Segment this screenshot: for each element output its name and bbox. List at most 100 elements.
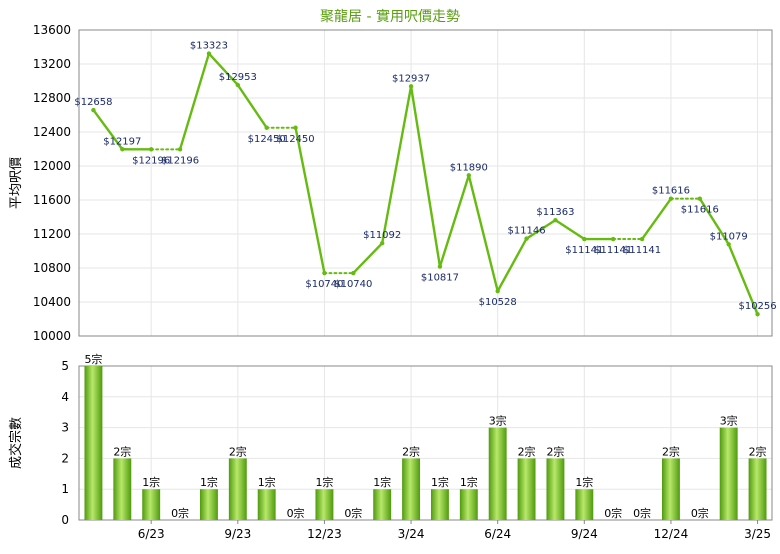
volume-bar (518, 458, 536, 520)
point-value-label: $12953 (219, 72, 257, 83)
line-point (322, 271, 326, 275)
y-tick-label: 10800 (33, 261, 71, 275)
bar-y-tick-label: 2 (61, 451, 69, 465)
bar-value-label: 1宗 (460, 475, 478, 489)
point-value-label: $11146 (507, 226, 545, 237)
volume-bar (489, 428, 507, 520)
line-point (438, 264, 442, 268)
y-tick-label: 10000 (33, 329, 71, 343)
y-tick-label: 11200 (33, 227, 71, 241)
x-tick-label: 3/25 (744, 527, 771, 541)
line-segment (411, 86, 440, 266)
point-value-label: $10740 (334, 279, 372, 290)
bar-value-label: 1宗 (258, 475, 276, 489)
volume-bar (460, 489, 478, 520)
point-value-label: $12450 (276, 134, 314, 145)
y-tick-label: 13200 (33, 57, 71, 71)
line-point (524, 236, 528, 240)
line-point (726, 242, 730, 246)
bar-value-label: 2宗 (518, 444, 536, 458)
bar-value-label: 1宗 (373, 475, 391, 489)
line-point (669, 196, 673, 200)
x-tick-label: 6/23 (138, 527, 165, 541)
bar-value-label: 1宗 (315, 475, 333, 489)
point-value-label: $11616 (652, 186, 690, 197)
x-tick-label: 6/24 (484, 527, 511, 541)
bar-value-label: 3宗 (720, 414, 738, 428)
line-point (207, 51, 211, 55)
line-point (178, 147, 182, 151)
line-segment (469, 175, 498, 291)
volume-bar (142, 489, 160, 520)
volume-bar (402, 458, 420, 520)
bar-value-label: 1宗 (142, 475, 160, 489)
point-value-label: $11363 (536, 207, 574, 218)
line-segment (440, 175, 469, 266)
point-value-label: $11079 (710, 231, 748, 242)
line-point (698, 196, 702, 200)
line-point (409, 84, 413, 88)
line-segment (353, 243, 382, 273)
bar-y-tick-label: 3 (61, 421, 69, 435)
line-point (293, 126, 297, 130)
bar-value-label: 0宗 (604, 506, 622, 520)
bar-value-label: 0宗 (633, 506, 651, 520)
bar-value-label: 1宗 (200, 475, 218, 489)
line-point (91, 108, 95, 112)
volume-bar (575, 489, 593, 520)
y-tick-label: 13600 (33, 23, 71, 37)
y-tick-label: 11600 (33, 193, 71, 207)
volume-bar (749, 458, 767, 520)
bar-y-tick-label: 0 (61, 513, 69, 527)
line-segment (238, 85, 267, 128)
x-tick-label: 3/24 (398, 527, 425, 541)
bar-value-label: 2宗 (229, 444, 247, 458)
line-point (120, 147, 124, 151)
x-tick-label: 9/24 (571, 527, 598, 541)
bar-value-label: 0宗 (691, 506, 709, 520)
volume-bar (373, 489, 391, 520)
volume-bar (258, 489, 276, 520)
point-value-label: $11141 (623, 245, 661, 256)
line-point (553, 218, 557, 222)
line-point (611, 237, 615, 241)
line-point (467, 173, 471, 177)
point-value-label: $12658 (74, 97, 112, 108)
bar-y-tick-label: 4 (61, 390, 69, 404)
y-tick-label: 12400 (33, 125, 71, 139)
chart-title: 聚龍居 - 實用呎價走勢 (320, 8, 460, 25)
bar-value-label: 2宗 (662, 444, 680, 458)
bar-value-label: 0宗 (344, 506, 362, 520)
volume-bar (662, 458, 680, 520)
bar-value-label: 1宗 (431, 475, 449, 489)
y-tick-label: 12000 (33, 159, 71, 173)
point-value-label: $10528 (479, 297, 517, 308)
bar-y-tick-label: 5 (61, 359, 69, 373)
line-segment (382, 86, 411, 243)
bar-value-label: 2宗 (546, 444, 564, 458)
bar-value-label: 0宗 (287, 506, 305, 520)
bar-y-axis-label: 成交宗數 (8, 417, 24, 469)
line-segment (555, 220, 584, 239)
y-tick-label: 12800 (33, 91, 71, 105)
point-value-label: $12937 (392, 73, 430, 84)
volume-bar (546, 458, 564, 520)
point-value-label: $12196 (161, 155, 199, 166)
volume-bar (315, 489, 333, 520)
bar-value-label: 3宗 (489, 414, 507, 428)
y-axis-label: 平均呎價 (9, 157, 24, 209)
bar-value-label: 0宗 (171, 506, 189, 520)
bar-value-label: 2宗 (402, 444, 420, 458)
x-tick-label: 12/23 (307, 527, 342, 541)
point-value-label: $12197 (103, 136, 141, 147)
y-tick-label: 10400 (33, 295, 71, 309)
line-point (755, 312, 759, 316)
line-point (264, 126, 268, 130)
volume-bar (720, 428, 738, 520)
volume-bar (84, 366, 102, 520)
line-segment (180, 54, 209, 150)
bar-value-label: 1宗 (575, 475, 593, 489)
